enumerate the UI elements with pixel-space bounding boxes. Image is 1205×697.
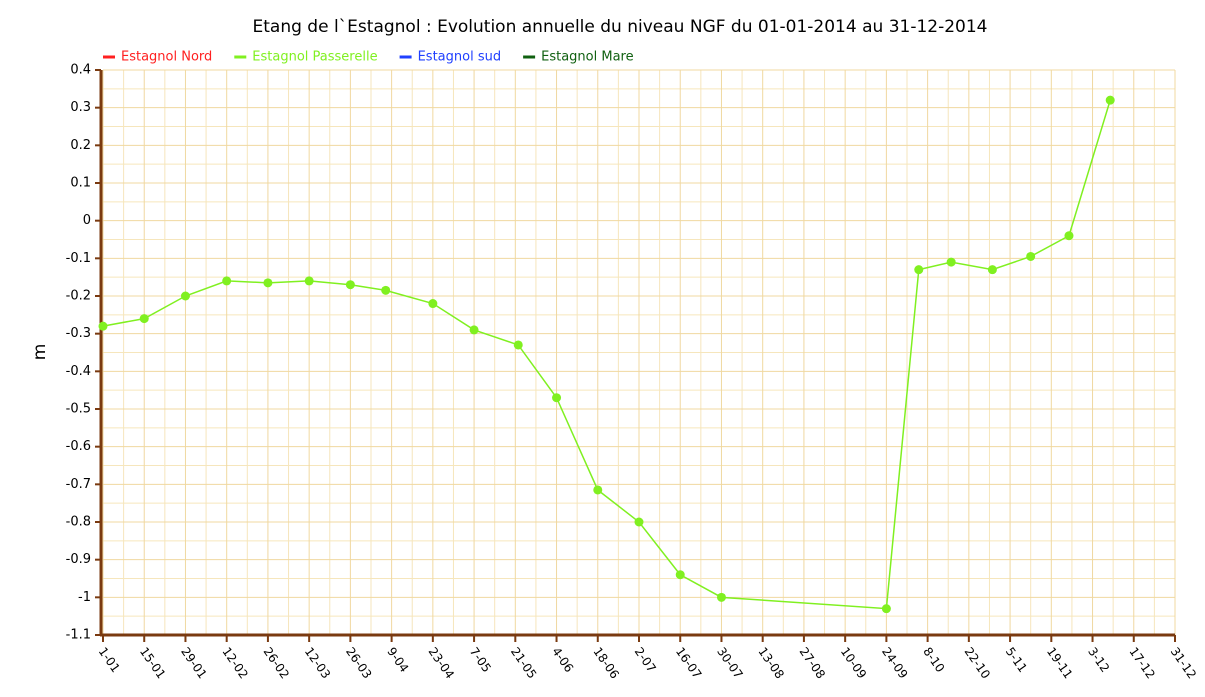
x-tick-label: 30-07 [714,645,745,682]
x-tick-label: 2-07 [632,645,659,675]
x-tick-label: 27-08 [797,645,828,682]
data-point [881,604,891,614]
x-tick-label: 21-05 [508,645,539,682]
legend-label: Estagnol Nord [121,50,212,65]
data-point [139,314,149,324]
x-tick-label: 19-11 [1044,645,1075,682]
x-tick-label: 12-02 [219,645,250,682]
x-tick-label: 22-10 [962,645,993,682]
data-point [513,340,523,350]
data-point [634,517,644,527]
legend-label: Estagnol Mare [541,50,633,65]
y-tick-label: 0.2 [70,138,91,153]
x-tick-label: 10-09 [838,645,869,682]
data-point [716,592,726,602]
y-tick-label: 0 [83,213,91,228]
y-axis-label: m [30,344,50,361]
x-tick-label: 5-11 [1003,645,1030,675]
y-tick-label: -0.8 [66,515,91,530]
y-tick-label: -1.1 [66,628,91,643]
data-point [1064,231,1074,241]
x-tick-label: 29-01 [178,645,209,682]
data-point [98,321,108,331]
x-tick-label: 16-07 [673,645,704,682]
x-tick-label: 12-03 [302,645,333,682]
y-tick-label: -0.7 [66,477,91,492]
x-tick-label: 8-10 [920,645,947,675]
x-tick-label: 15-01 [137,645,168,682]
data-point [1026,251,1036,261]
x-tick-label: 17-12 [1126,645,1157,682]
data-point [381,285,391,295]
y-tick-label: 0.4 [70,63,91,78]
x-tick-label: 26-03 [343,645,374,682]
x-tick-label: 23-04 [426,645,457,682]
x-tick-label: 26-02 [261,645,292,682]
y-tick-label: -0.4 [66,364,91,379]
y-tick-label: -0.6 [66,439,91,454]
data-point [946,257,956,267]
data-point [675,570,685,580]
data-point [222,276,232,286]
x-tick-label: 7-05 [467,645,494,675]
data-line [102,99,1111,610]
y-tick-label: -0.5 [66,402,91,417]
x-tick-label: 24-09 [879,645,910,682]
chart-title: Etang de l`Estagnol : Evolution annuelle… [253,17,988,37]
y-tick-label: 0.3 [70,100,91,115]
data-point [1105,95,1115,105]
data-point [987,265,997,275]
legend-label: Estagnol sud [418,50,502,65]
x-tick-label: 3-12 [1085,645,1112,675]
y-tick-label: -0.3 [66,326,91,341]
y-tick-label: 0.1 [70,176,91,191]
x-tick-label: 4-06 [549,645,576,675]
y-tick-label: -1 [78,590,91,605]
data-point [593,485,603,495]
data-point [180,291,190,301]
x-tick-label: 9-04 [384,645,411,675]
y-tick-label: -0.2 [66,289,91,304]
data-point [345,280,355,290]
y-tick-label: -0.1 [66,251,91,266]
data-point [552,393,562,403]
data-point [914,265,924,275]
x-tick-label: 13-08 [755,645,786,682]
data-point [263,278,273,288]
y-tick-label: -0.9 [66,552,91,567]
x-tick-label: 1-01 [96,645,123,675]
legend-label: Estagnol Passerelle [252,50,377,65]
x-tick-label: 31-12 [1168,645,1199,682]
data-point [469,325,479,335]
data-point [428,299,438,309]
x-tick-label: 18-06 [590,645,621,682]
data-point [304,276,314,286]
